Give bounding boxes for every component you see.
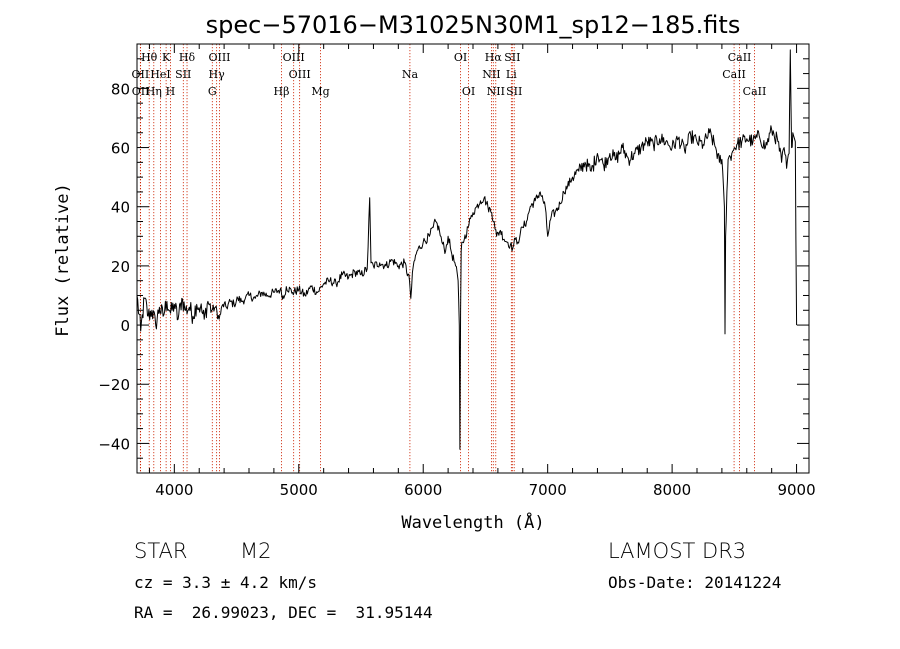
redshift-velocity: cz = 3.3 ± 4.2 km/s — [134, 573, 318, 592]
spectral-line-markers — [139, 44, 755, 473]
line-label: Hη — [146, 85, 162, 98]
line-label: K — [162, 51, 171, 64]
y-tick-label: −40 — [98, 435, 130, 453]
chart-title: spec−57016−M31025N30M1_sp12−185.fits — [206, 11, 741, 39]
x-tick-label: 4000 — [155, 481, 193, 499]
x-tick-label: 7000 — [529, 481, 567, 499]
y-axis-label: Flux (relative) — [53, 183, 73, 337]
line-label: SII — [175, 68, 191, 81]
line-label: Hθ — [141, 51, 158, 64]
object-class: STAR — [134, 539, 188, 563]
y-tick-label: 60 — [111, 140, 130, 158]
x-tick-label: 5000 — [280, 481, 318, 499]
object-subclass: M2 — [240, 539, 272, 563]
y-axis: −40 −20 0 20 40 60 80 — [98, 58, 809, 459]
line-label: CaII — [728, 51, 752, 64]
line-label: Hγ — [209, 68, 226, 81]
line-label: NII — [487, 85, 505, 98]
survey-name: LAMOST DR3 — [608, 539, 747, 563]
plot-frame — [136, 43, 810, 474]
spectrum-series — [136, 49, 798, 450]
line-label: H — [166, 85, 176, 98]
line-label: OIII — [283, 51, 305, 64]
line-label: SII — [504, 51, 520, 64]
y-tick-label: 80 — [111, 80, 130, 98]
line-label: Hδ — [179, 51, 196, 64]
line-label: OIII — [208, 51, 230, 64]
line-label: OIII — [289, 68, 311, 81]
coordinates: RA = 26.99023, DEC = 31.95144 — [134, 603, 433, 622]
line-label: CaII — [743, 85, 767, 98]
x-tick-label: 9000 — [777, 481, 815, 499]
line-label: G — [208, 85, 217, 98]
y-tick-label: 0 — [120, 317, 130, 335]
spectrum-line — [136, 49, 798, 450]
line-label: Mg — [311, 85, 329, 98]
line-label: HeI — [150, 68, 170, 81]
line-label: OII — [132, 68, 150, 81]
spectrum-chart: spec−57016−M31025N30M1_sp12−185.fits Wav… — [53, 11, 816, 533]
x-tick-label: 6000 — [404, 481, 442, 499]
line-label: NII — [482, 68, 500, 81]
x-axis: 4000 5000 6000 7000 8000 9000 — [148, 44, 816, 499]
line-label: Li — [506, 68, 517, 81]
line-label: Na — [402, 68, 419, 81]
y-tick-label: 40 — [111, 199, 130, 217]
x-tick-label: 8000 — [653, 481, 691, 499]
observation-date: Obs-Date: 20141224 — [608, 573, 782, 592]
x-axis-label: Wavelength (Å) — [401, 511, 544, 533]
line-label: OI — [454, 51, 467, 64]
line-label: Hα — [485, 51, 503, 64]
line-label: OI — [462, 85, 475, 98]
line-label: CaII — [722, 68, 746, 81]
y-tick-label: 20 — [111, 258, 130, 276]
y-tick-label: −20 — [98, 376, 130, 394]
line-label: SII — [506, 85, 522, 98]
line-label: Hβ — [274, 85, 290, 98]
